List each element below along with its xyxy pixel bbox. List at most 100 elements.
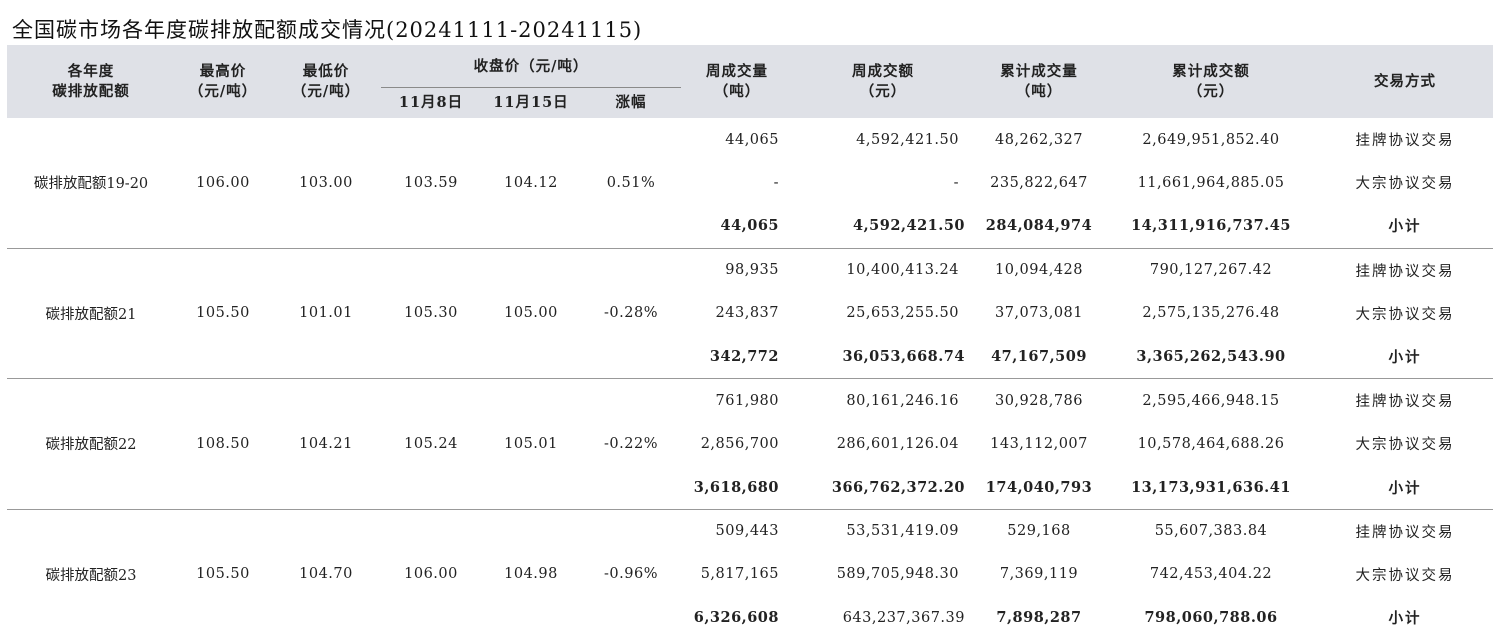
weekly-volume-cell: 44,065 xyxy=(725,131,779,148)
table-body: 碳排放配额19-20 106.00 103.00 103.59 104.12 0… xyxy=(7,118,1493,639)
subtotal-cumulative-volume: 284,084,974 xyxy=(973,204,1105,249)
allowance-name: 碳排放配额19-20 xyxy=(7,118,175,249)
header-close-nov8: 11月8日 xyxy=(381,87,481,118)
trade-method-cell: 挂牌协议交易 xyxy=(1355,524,1455,541)
subtotal-cumulative-amount: 13,173,931,636.41 xyxy=(1105,465,1317,510)
subtotal-weekly-amount: 643,237,367.39 xyxy=(842,609,965,626)
subtotal-cumulative-amount: 798,060,788.06 xyxy=(1144,609,1278,627)
weekly-amount-cell: 589,705,948.30 xyxy=(836,566,959,583)
subtotal-weekly-amount: 36,053,668.74 xyxy=(793,334,973,380)
change-cell: -0.96% xyxy=(604,566,658,583)
header-cumulative-volume: 累计成交量 （吨） xyxy=(973,45,1105,118)
trade-method-cell: 大宗协议交易 xyxy=(1355,176,1455,193)
close-nov8-cell: 103.59 xyxy=(381,118,481,249)
table-row: 碳排放配额21 105.50 101.01 105.30 105.00 -0.2… xyxy=(7,248,1493,380)
close-nov15-cell: 104.12 xyxy=(481,118,581,249)
subtotal-weekly-volume: 6,326,608 xyxy=(693,609,779,627)
cumulative-amount-cell: 10,578,464,688.26 xyxy=(1137,435,1285,452)
weekly-volume-cell: 243,837 xyxy=(715,305,779,322)
trade-method-cell: 大宗协议交易 xyxy=(1355,306,1455,323)
cumulative-amount-cell: 742,453,404.22 xyxy=(1149,566,1273,583)
cumulative-volume-cell: 529,168 xyxy=(1007,523,1071,540)
subtotal-cumulative-volume: 174,040,793 xyxy=(973,465,1105,510)
header-close-price: 收盘价（元/吨） xyxy=(381,45,681,88)
subtotal-weekly-volume: 44,065 xyxy=(681,204,793,249)
weekly-volume-cell: 5,817,165 xyxy=(700,566,779,583)
cumulative-volume-cell: 235,822,647 xyxy=(990,174,1088,191)
subtotal-label: 小计 xyxy=(1317,334,1493,380)
close-nov8-cell: 105.30 xyxy=(381,248,481,380)
page-title: 全国碳市场各年度碳排放配额成交情况(20241111-20241115) xyxy=(12,18,643,42)
subtotal-cumulative-volume: 7,898,287 xyxy=(996,609,1082,627)
weekly-amount-cell: 286,601,126.04 xyxy=(836,435,959,452)
close-nov15-cell: 105.00 xyxy=(481,248,581,380)
table-row: 5,817,165 589,705,948.30 7,369,119 742,4… xyxy=(7,553,1493,596)
cumulative-volume-cell: 10,094,428 xyxy=(994,262,1084,279)
weekly-amount-cell: 10,400,413.24 xyxy=(846,262,959,279)
subtotal-row: 6,326,608 643,237,367.39 7,898,287 798,0… xyxy=(7,596,1493,639)
subtotal-row: 44,065 4,592,421.50 284,084,974 14,311,9… xyxy=(7,204,1493,249)
high-price-cell: 105.50 xyxy=(175,248,271,380)
subtotal-row: 3,618,680 366,762,372.20 174,040,793 13,… xyxy=(7,465,1493,510)
carbon-allowance-table: 各年度 碳排放配额 最高价 （元/吨） 最低价 （元/吨） 收盘价（元/吨） 周… xyxy=(7,45,1493,639)
cumulative-volume-cell: 143,112,007 xyxy=(990,435,1088,452)
cumulative-amount-cell: 55,607,383.84 xyxy=(1154,523,1268,540)
header-weekly-volume: 周成交量 （吨） xyxy=(681,45,793,118)
cumulative-volume-cell: 48,262,327 xyxy=(994,131,1084,148)
weekly-amount-cell: 53,531,419.09 xyxy=(846,523,959,540)
table-row: 碳排放配额23 105.50 104.70 106.00 104.98 -0.9… xyxy=(7,509,1493,584)
table-row: 243,837 25,653,255.50 37,073,081 2,575,1… xyxy=(7,292,1493,335)
trade-method-cell: 挂牌协议交易 xyxy=(1355,133,1455,150)
weekly-amount-cell: 4,592,421.50 xyxy=(856,131,959,148)
weekly-volume-cell: - xyxy=(773,174,779,191)
low-price-cell: 101.01 xyxy=(271,248,381,380)
close-nov15-cell: 104.98 xyxy=(504,566,558,583)
weekly-volume-cell: 2,856,700 xyxy=(700,435,779,452)
subtotal-weekly-volume: 3,618,680 xyxy=(681,465,793,510)
trade-method-cell: 大宗协议交易 xyxy=(1355,567,1455,584)
subtotal-label: 小计 xyxy=(1388,610,1422,628)
weekly-volume-cell: 509,443 xyxy=(715,523,779,540)
subtotal-weekly-volume: 342,772 xyxy=(681,334,793,380)
subtotal-label: 小计 xyxy=(1317,204,1493,249)
change-cell: -0.22% xyxy=(581,378,681,510)
cumulative-volume-cell: 37,073,081 xyxy=(994,305,1084,322)
close-nov8-cell: 105.24 xyxy=(381,378,481,510)
header-close-nov15: 11月15日 xyxy=(481,87,581,118)
weekly-amount-cell: - xyxy=(953,174,959,191)
header-low-price: 最低价 （元/吨） xyxy=(271,45,381,118)
header-cumulative-amount: 累计成交额 （元） xyxy=(1105,45,1317,118)
weekly-volume-cell: 98,935 xyxy=(725,262,779,279)
table-row: - - 235,822,647 11,661,964,885.05 大宗协议交易 xyxy=(7,161,1493,204)
allowance-name: 碳排放配额23 xyxy=(45,567,137,584)
change-cell: 0.51% xyxy=(581,118,681,249)
low-price-cell: 104.70 xyxy=(299,566,353,583)
trade-method-cell: 大宗协议交易 xyxy=(1355,437,1455,454)
table-row: 2,856,700 286,601,126.04 143,112,007 10,… xyxy=(7,422,1493,465)
high-price-cell: 106.00 xyxy=(175,118,271,249)
table-header: 各年度 碳排放配额 最高价 （元/吨） 最低价 （元/吨） 收盘价（元/吨） 周… xyxy=(7,45,1493,118)
close-nov8-cell: 106.00 xyxy=(404,566,458,583)
header-trade-method: 交易方式 xyxy=(1317,45,1493,118)
cumulative-volume-cell: 30,928,786 xyxy=(994,392,1084,409)
trade-method-cell: 挂牌协议交易 xyxy=(1355,263,1455,280)
header-high-price: 最高价 （元/吨） xyxy=(175,45,271,118)
table-row: 碳排放配额22 108.50 104.21 105.24 105.01 -0.2… xyxy=(7,378,1493,510)
subtotal-label: 小计 xyxy=(1317,465,1493,510)
subtotal-cumulative-volume: 47,167,509 xyxy=(973,334,1105,380)
high-price-cell: 108.50 xyxy=(175,378,271,510)
weekly-amount-cell: 25,653,255.50 xyxy=(846,305,959,322)
low-price-cell: 103.00 xyxy=(271,118,381,249)
header-change: 涨幅 xyxy=(581,87,681,118)
table-row: 碳排放配额19-20 106.00 103.00 103.59 104.12 0… xyxy=(7,118,1493,249)
subtotal-weekly-amount: 366,762,372.20 xyxy=(793,465,973,510)
high-price-cell: 105.50 xyxy=(196,566,250,583)
cumulative-amount-cell: 2,575,135,276.48 xyxy=(1142,305,1280,322)
cumulative-amount-cell: 2,649,951,852.40 xyxy=(1142,131,1280,148)
header-allowance-year: 各年度 碳排放配额 xyxy=(7,45,175,118)
subtotal-weekly-amount: 4,592,421.50 xyxy=(793,204,973,249)
trade-method-cell: 挂牌协议交易 xyxy=(1355,394,1455,411)
subtotal-cumulative-amount: 3,365,262,543.90 xyxy=(1105,334,1317,380)
low-price-cell: 104.21 xyxy=(271,378,381,510)
cumulative-amount-cell: 790,127,267.42 xyxy=(1149,262,1273,279)
